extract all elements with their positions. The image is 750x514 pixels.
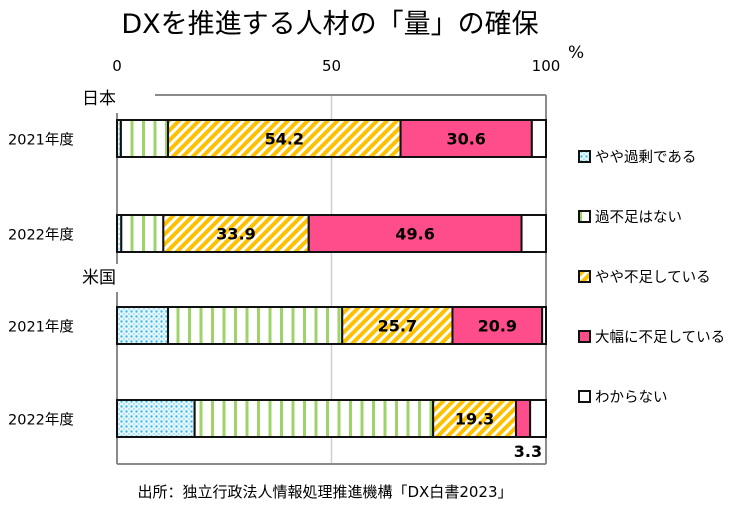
data-label: 49.6 — [395, 225, 434, 244]
unit-label: % — [568, 43, 584, 63]
legend-label: 大幅に不足している — [595, 329, 725, 346]
bars — [116, 119, 548, 438]
bar-segment — [120, 214, 165, 253]
legend-label: わからない — [595, 389, 668, 406]
source-note: 出所：独立行政法人情報処理推進機構「DX白書2023」 — [137, 483, 512, 501]
x-tick-label: 0 — [112, 57, 122, 75]
legend-label: 過不足はない — [595, 209, 682, 226]
data-label: 3.3 — [514, 442, 542, 461]
data-label: 20.9 — [478, 317, 517, 336]
legend-label: やや不足している — [595, 269, 711, 286]
bar-segment — [116, 399, 196, 438]
bar-segment — [541, 306, 547, 345]
x-tick-label: 50 — [322, 57, 341, 75]
legend-swatch — [578, 210, 591, 223]
data-label: 19.3 — [455, 410, 494, 429]
bar-segment — [514, 399, 532, 438]
data-label: 30.6 — [446, 130, 485, 149]
group-label: 日本 — [82, 89, 116, 109]
bar-segment — [167, 306, 344, 345]
legend-label: やや過剰である — [595, 149, 696, 166]
bar-segment — [193, 399, 435, 438]
bar-segment — [162, 214, 310, 253]
bar-segment — [399, 119, 533, 158]
bar-segment — [451, 306, 544, 345]
legend-swatch — [578, 270, 591, 283]
x-tick-label: 100 — [532, 57, 561, 75]
row-label: 2022年度 — [8, 227, 74, 244]
bar-segment — [530, 119, 548, 158]
legend-swatch — [578, 150, 591, 163]
chart-title: DXを推進する人材の「量」の確保 — [121, 9, 538, 40]
row-label: 2021年度 — [8, 319, 74, 336]
row-label: 2021年度 — [8, 132, 74, 149]
bar-segment — [529, 399, 548, 438]
data-label: 33.9 — [216, 225, 255, 244]
row-label: 2022年度 — [8, 412, 74, 429]
data-label: 54.2 — [265, 130, 304, 149]
legend-swatch — [578, 330, 591, 343]
bar-segment — [520, 214, 547, 253]
bar-segment — [167, 119, 402, 158]
data-label: 25.7 — [378, 317, 417, 336]
bar-segment — [119, 119, 170, 158]
legend-swatch — [578, 390, 591, 403]
group-label: 米国 — [82, 268, 116, 288]
bar-segment — [116, 306, 170, 345]
